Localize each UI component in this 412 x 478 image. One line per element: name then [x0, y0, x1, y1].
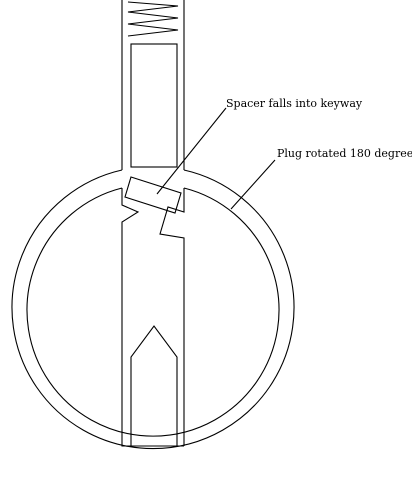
spacer-label: Spacer falls into keyway [226, 97, 363, 110]
plug-label: Plug rotated 180 degrees [277, 147, 412, 160]
driver-pin [130, 43, 178, 168]
key [130, 325, 178, 447]
plug-leader-line [230, 159, 276, 210]
spring [127, 1, 179, 37]
spacer-leader-line [156, 107, 227, 195]
plug-outline [26, 187, 280, 437]
spacer [124, 176, 182, 214]
housing-outer [11, 169, 295, 450]
keyway-right [159, 188, 185, 446]
